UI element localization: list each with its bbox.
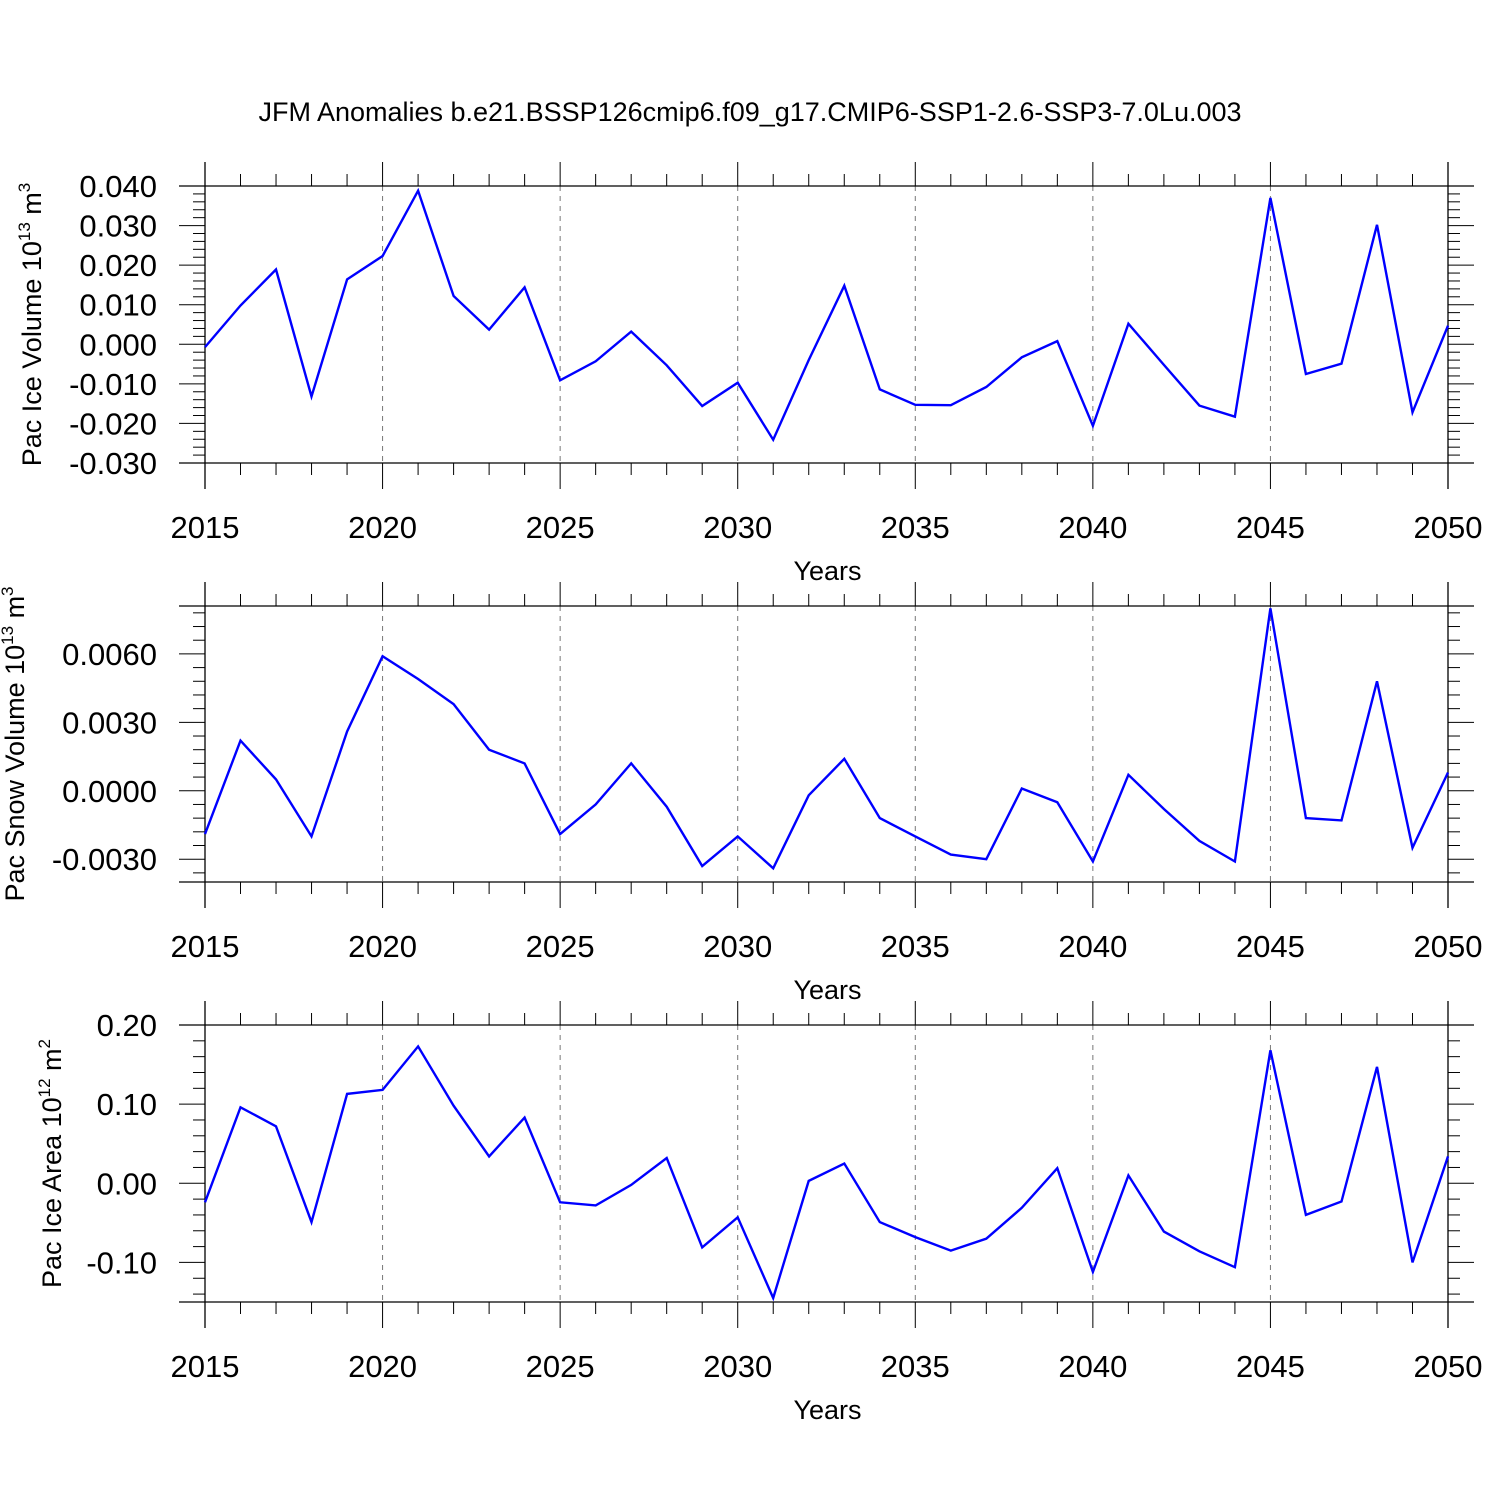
y-tick-label: 0.00: [97, 1166, 157, 1201]
series-line: [203, 1044, 1450, 1302]
x-tick-label: 2035: [881, 510, 950, 545]
y-tick-label: -0.020: [69, 406, 157, 441]
x-tick-label: 2015: [171, 1349, 240, 1384]
panel-3: 2015 2020 2025 2030 2035 2040 2045 2050 Years 0.2…: [35, 1001, 1482, 1425]
series-line: [204, 187, 1450, 443]
x-tick-label: 2045: [1236, 929, 1305, 964]
x-tick-label: 2020: [348, 510, 417, 545]
x-tick-label: 2030: [703, 1349, 772, 1384]
y-tick-label: 0.020: [79, 248, 157, 283]
x-tick-label: 2050: [1414, 929, 1483, 964]
x-axis-label: Years: [793, 1395, 861, 1425]
y-tick-label: 0.0030: [62, 705, 157, 740]
x-tick-label: 2020: [348, 1349, 417, 1384]
x-axis-label: Years: [793, 975, 861, 1005]
series-line: [203, 608, 1450, 871]
y-tick-label: -0.10: [86, 1245, 157, 1280]
y-axis-label: Pac Ice Area 1012 m2: [35, 1039, 67, 1288]
y-tick-label: -0.0030: [52, 842, 157, 877]
y-tick-label: 0.0060: [62, 637, 157, 672]
y-tick-label: 0.20: [97, 1008, 157, 1043]
y-axis-label: Pac Snow Volume 1013 m3: [0, 586, 30, 901]
x-tick-label: 2035: [881, 929, 950, 964]
x-tick-label: 2040: [1058, 510, 1127, 545]
x-tick-label: 2015: [171, 929, 240, 964]
x-tick-label: 2040: [1058, 929, 1127, 964]
y-tick-label: 0.030: [79, 209, 157, 244]
x-tick-label: 2035: [881, 1349, 950, 1384]
figure-title: JFM Anomalies b.e21.BSSP126cmip6.f09_g17…: [258, 97, 1242, 127]
x-tick-label: 2025: [526, 1349, 595, 1384]
x-tick-label: 2045: [1236, 510, 1305, 545]
x-tick-label: 2030: [703, 929, 772, 964]
x-tick-label: 2050: [1414, 510, 1483, 545]
y-axis-label: Pac Ice Volume 1013 m3: [15, 183, 47, 467]
y-tick-label: 0.0000: [62, 774, 157, 809]
y-tick-label: -0.030: [69, 446, 157, 481]
y-tick-label: 0.10: [97, 1087, 157, 1122]
x-tick-label: 2015: [171, 510, 240, 545]
y-tick-label: 0.000: [79, 327, 157, 362]
x-tick-label: 2020: [348, 929, 417, 964]
x-tick-label: 2030: [703, 510, 772, 545]
panel-1: 2015 2020 2025 2030 2035 2040 2045 2050 Years 0.0…: [15, 162, 1482, 586]
x-tick-label: 2025: [526, 510, 595, 545]
x-tick-label: 2050: [1414, 1349, 1483, 1384]
x-tick-label: 2045: [1236, 1349, 1305, 1384]
x-axis-label: Years: [793, 556, 861, 586]
x-tick-label: 2025: [526, 929, 595, 964]
x-tick-label: 2040: [1058, 1349, 1127, 1384]
y-tick-label: 0.010: [79, 288, 157, 323]
y-tick-label: 0.040: [79, 169, 157, 204]
y-tick-label: -0.010: [69, 367, 157, 402]
panel-2: 2015 2020 2025 2030 2035 2040 2045 2050 Years 0.0…: [0, 582, 1482, 1005]
